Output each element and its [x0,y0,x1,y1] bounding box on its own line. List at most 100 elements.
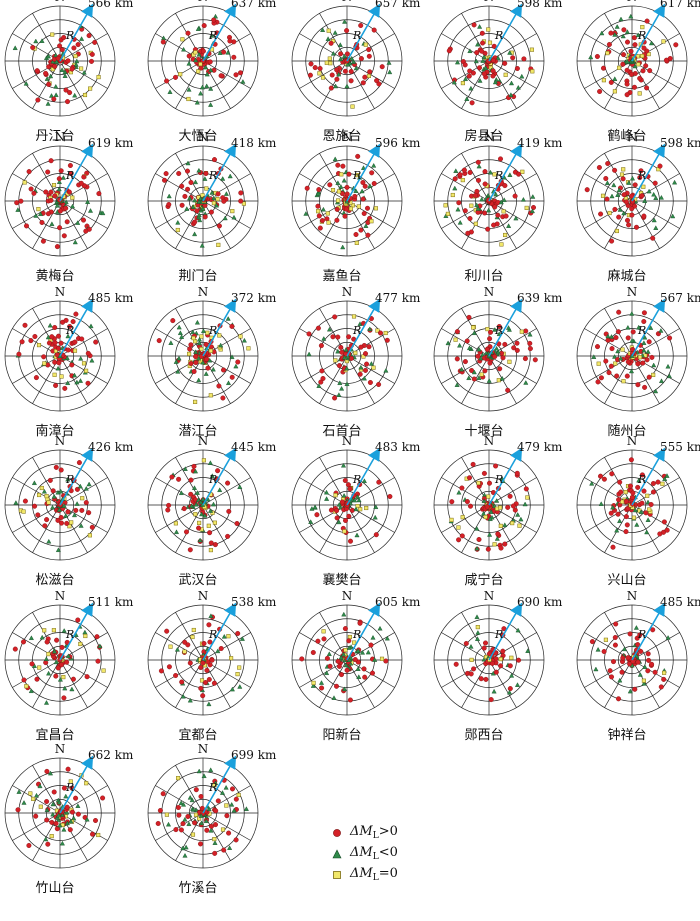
event-positive-point [366,53,372,59]
event-negative-point [383,367,389,373]
event-zero-point [383,330,388,336]
radius-label: R [494,169,503,182]
event-negative-point [331,695,337,700]
event-zero-point [186,96,191,102]
event-positive-point [644,85,650,91]
event-negative-point [217,487,223,492]
event-zero-point [199,347,204,352]
event-negative-point [225,380,232,385]
event-zero-point [498,657,503,662]
event-positive-point [186,53,192,59]
azimuth-spoke [12,506,57,533]
legend-label-suffix: <0 [378,845,398,860]
event-zero-point [352,640,357,645]
azimuth-spoke [635,477,680,504]
event-negative-point [63,199,69,205]
event-positive-point [231,54,237,60]
event-negative-point [618,16,624,22]
event-negative-point [481,498,487,503]
event-negative-point [372,514,378,520]
station-name: 钟祥台 [607,727,646,743]
event-positive-point [604,196,610,202]
max-distance-label: 662 km [88,748,134,762]
event-positive-point [598,211,604,217]
event-negative-point [47,770,54,776]
event-positive-point [606,42,612,48]
event-positive-point [69,66,75,72]
event-positive-point [652,669,658,675]
event-negative-point [529,208,535,214]
event-zero-point [204,186,209,191]
event-positive-point [485,546,491,552]
event-negative-point [54,202,60,208]
event-positive-point [216,383,222,389]
event-positive-point [14,200,20,206]
event-positive-point [40,238,46,244]
event-positive-point [346,513,352,519]
radius-arrow [59,143,94,202]
radius-label: R [637,324,646,337]
event-negative-point [624,29,630,34]
event-negative-point [78,523,84,528]
event-positive-point [176,170,182,176]
event-positive-point [179,679,185,685]
event-positive-point [71,45,77,51]
event-negative-point [87,208,94,213]
event-negative-point [645,499,651,505]
event-positive-point [629,71,635,77]
event-positive-point [193,354,199,360]
event-negative-point [648,40,655,46]
max-distance-label: 485 km [88,291,134,305]
event-positive-point [340,163,346,169]
event-zero-point [343,648,348,653]
event-positive-point [365,232,371,238]
event-negative-point [508,92,514,97]
event-negative-point [635,32,641,38]
event-zero-point [78,641,83,647]
event-positive-point [493,463,499,469]
north-label: N [627,130,638,144]
event-positive-point [188,477,194,483]
event-negative-point [644,529,650,535]
event-positive-point [624,67,630,73]
event-positive-point [362,74,368,80]
event-zero-point [640,25,645,30]
event-positive-point [344,28,350,34]
event-negative-point [57,822,63,828]
azimuth-spoke [584,506,629,533]
event-negative-point [344,381,350,386]
event-positive-point [310,650,316,656]
azimuth-spoke [61,204,88,249]
event-positive-point [357,620,363,626]
event-negative-point [353,506,359,512]
north-label: N [342,434,353,448]
event-negative-point [59,840,65,846]
event-negative-point [457,342,463,348]
event-negative-point [190,204,196,209]
radius-label: R [637,29,646,42]
event-negative-point [63,793,69,799]
event-negative-point [466,345,473,350]
event-positive-point [226,508,232,514]
event-positive-point [165,507,171,513]
event-positive-point [182,193,188,199]
event-negative-point [629,337,635,343]
legend-label-sub: L [372,831,379,841]
station-name: 宜昌台 [35,728,74,743]
event-positive-point [65,509,71,515]
event-negative-point [320,206,326,212]
event-negative-point [468,85,474,91]
event-negative-point [518,516,524,522]
event-negative-point [181,46,187,52]
event-positive-point [346,171,352,177]
event-positive-point [73,311,79,317]
event-zero-point [81,361,87,366]
event-negative-point [161,35,167,41]
event-positive-point [59,47,65,53]
radius-label: R [208,29,217,42]
event-positive-point [628,48,634,54]
event-negative-point [658,194,664,200]
